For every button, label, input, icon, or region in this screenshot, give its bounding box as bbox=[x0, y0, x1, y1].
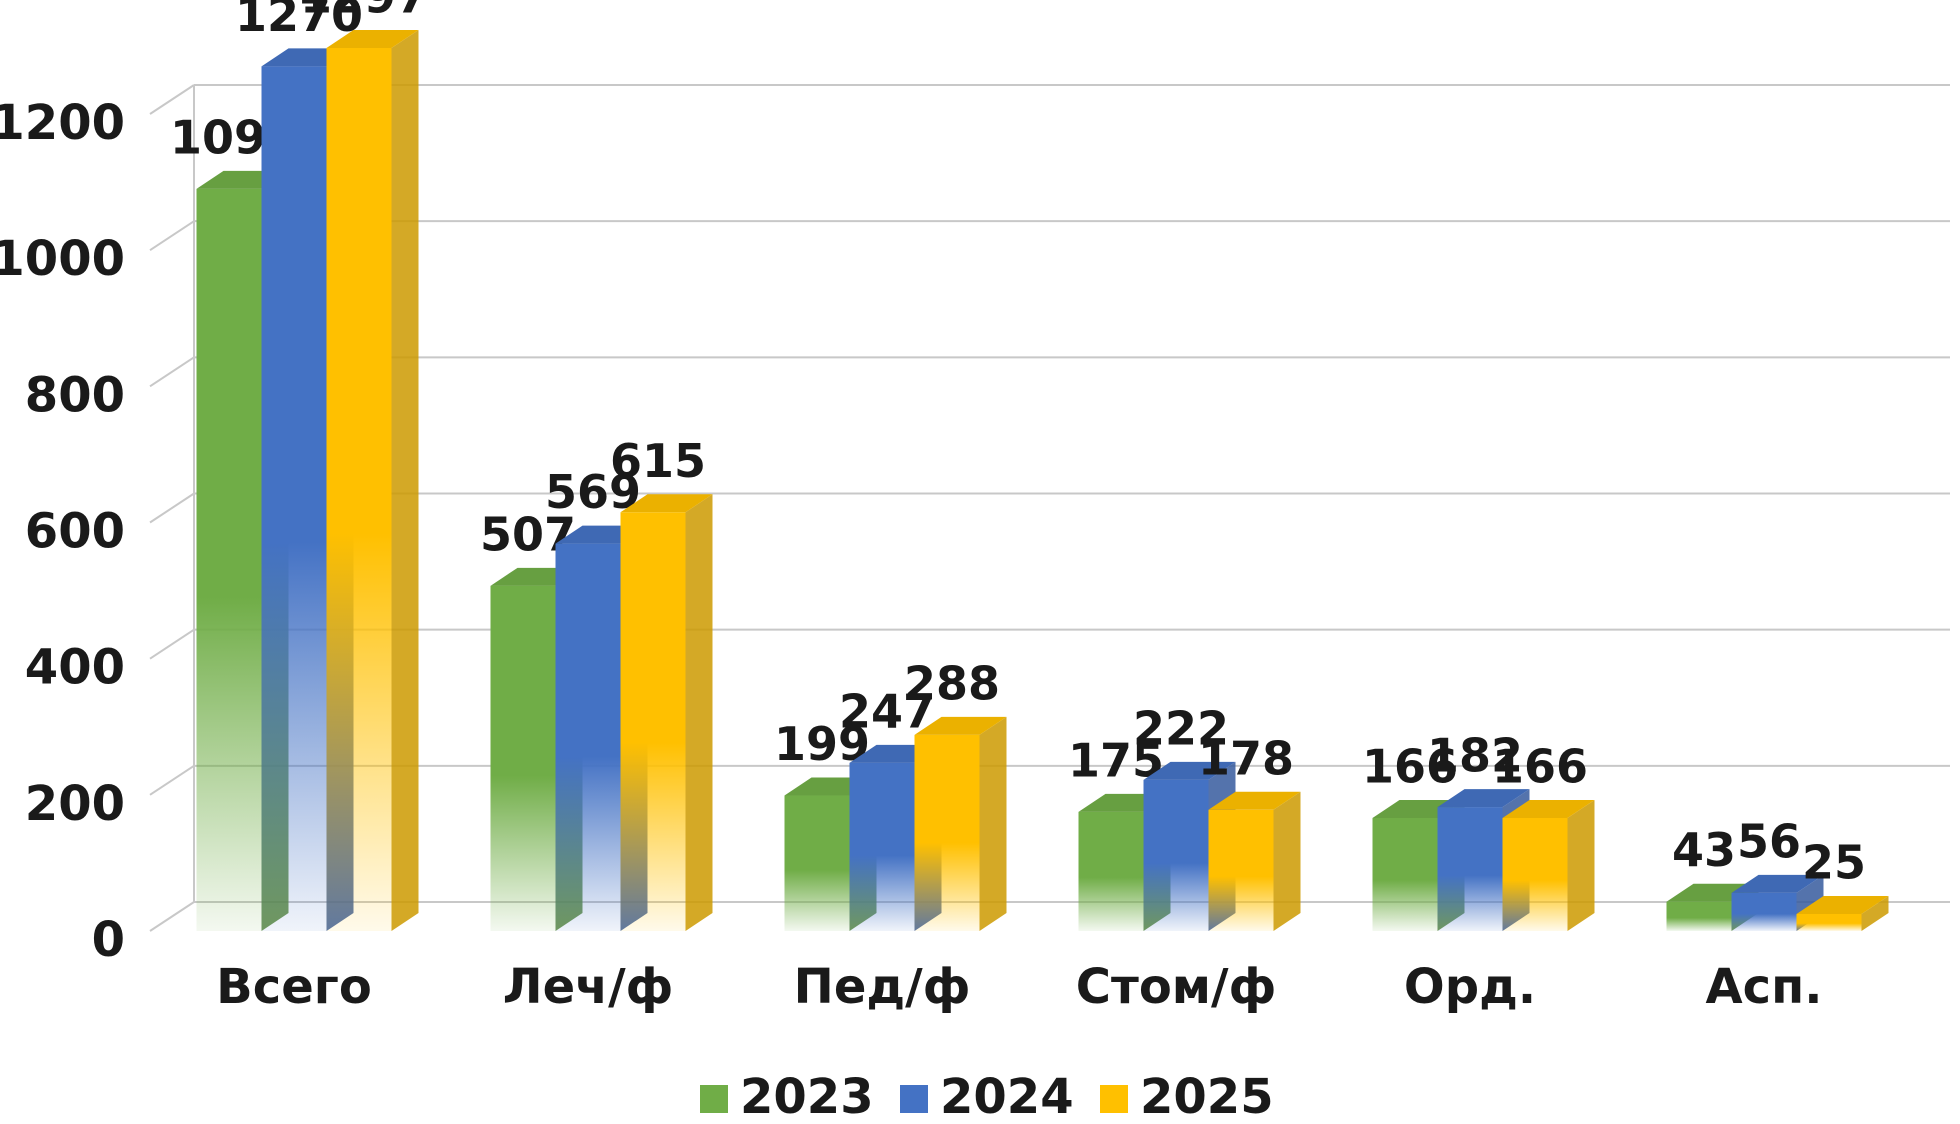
data-label: 247 bbox=[839, 684, 935, 738]
bar-side bbox=[391, 29, 419, 931]
data-label: 56 bbox=[1737, 814, 1801, 868]
legend-swatch bbox=[1100, 1085, 1128, 1113]
bar-front bbox=[1078, 811, 1144, 931]
bar-front bbox=[849, 762, 915, 931]
bar-side bbox=[685, 494, 713, 931]
data-label: 178 bbox=[1198, 731, 1294, 785]
tick-mark bbox=[149, 84, 195, 115]
data-label: 166 bbox=[1362, 739, 1458, 793]
x-tick-label: Орд. bbox=[1404, 959, 1536, 1015]
bar-front bbox=[1796, 913, 1862, 931]
y-tick-label: 1200 bbox=[0, 95, 125, 151]
bar-side bbox=[1273, 791, 1301, 931]
tick-mark bbox=[149, 901, 195, 932]
x-tick-label: Пед/ф bbox=[794, 959, 971, 1015]
legend-swatch bbox=[700, 1085, 728, 1113]
bar-front bbox=[914, 734, 980, 931]
bar-front bbox=[261, 66, 327, 931]
data-label: 25 bbox=[1802, 835, 1866, 889]
bar-top bbox=[1437, 789, 1530, 808]
x-tick-label: Всего bbox=[216, 959, 372, 1015]
bar-front bbox=[1502, 817, 1568, 931]
bar bbox=[914, 716, 1007, 931]
data-label: 1297 bbox=[300, 0, 428, 23]
legend-label: 2025 bbox=[1140, 1069, 1274, 1124]
bar bbox=[1731, 874, 1824, 931]
bar bbox=[620, 494, 713, 931]
y-tick-label: 600 bbox=[25, 504, 125, 560]
bar-top bbox=[1208, 791, 1301, 810]
legend-label: 2024 bbox=[940, 1069, 1074, 1124]
y-tick-label: 800 bbox=[25, 367, 125, 423]
tick-mark bbox=[149, 356, 195, 388]
data-label: 615 bbox=[610, 434, 706, 488]
data-label: 288 bbox=[904, 656, 1000, 710]
bar-top bbox=[620, 494, 713, 513]
bar-top bbox=[1796, 895, 1889, 914]
bar-front bbox=[196, 188, 262, 931]
bar bbox=[1796, 895, 1889, 931]
bar-top bbox=[1731, 874, 1824, 893]
y-tick-label: 200 bbox=[25, 776, 125, 832]
y-tick-label: 400 bbox=[25, 640, 125, 696]
bar-top bbox=[1143, 761, 1236, 780]
bar-top bbox=[326, 29, 419, 48]
bar-front bbox=[1372, 817, 1438, 931]
bar-side bbox=[979, 716, 1007, 931]
bar-top bbox=[914, 716, 1007, 735]
bar-top bbox=[1502, 799, 1595, 818]
tick-mark bbox=[149, 628, 195, 660]
tick-mark bbox=[149, 492, 195, 524]
legend-swatch bbox=[900, 1085, 928, 1113]
y-tick-label: 0 bbox=[92, 912, 125, 968]
bar-side bbox=[1861, 895, 1889, 931]
tick-mark bbox=[149, 764, 195, 796]
x-tick-label: Леч/ф bbox=[503, 959, 674, 1015]
bar-front bbox=[784, 795, 850, 931]
data-label: 166 bbox=[1492, 739, 1588, 793]
data-label: 222 bbox=[1133, 701, 1229, 755]
legend-label: 2023 bbox=[740, 1069, 874, 1124]
x-tick-label: Стом/ф bbox=[1076, 959, 1276, 1015]
bar bbox=[326, 29, 419, 931]
bar bbox=[1502, 799, 1595, 931]
tick-mark bbox=[149, 220, 195, 252]
bar-front bbox=[326, 47, 392, 931]
data-label: 1270 bbox=[235, 0, 363, 42]
data-label: 43 bbox=[1672, 823, 1736, 877]
x-tick-label: Асп. bbox=[1706, 959, 1823, 1015]
bar-front bbox=[1731, 892, 1797, 931]
bar-front bbox=[1437, 807, 1503, 931]
bar-front bbox=[620, 512, 686, 931]
bar-front bbox=[1143, 779, 1209, 931]
bar-front bbox=[1666, 901, 1732, 931]
bar-front bbox=[490, 585, 556, 931]
bar-front bbox=[1208, 809, 1274, 931]
data-label: 182 bbox=[1427, 729, 1523, 783]
bar bbox=[1208, 791, 1301, 931]
bar-side bbox=[1567, 799, 1595, 931]
bar bbox=[1143, 761, 1236, 931]
y-tick-label: 1000 bbox=[0, 231, 125, 287]
bar-front bbox=[555, 543, 621, 931]
